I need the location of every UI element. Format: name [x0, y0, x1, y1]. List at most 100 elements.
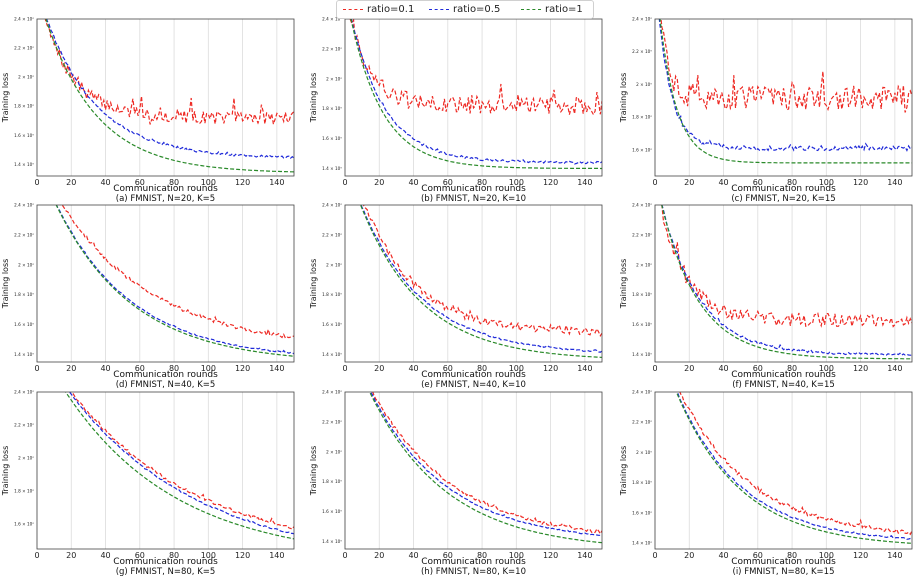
x-tick-label: 140	[269, 364, 284, 373]
y-tick-label: 1.6 × 10⁰	[322, 509, 342, 514]
y-tick-label: 2 × 10⁰	[636, 82, 652, 87]
y-tick-label: 2 × 10⁰	[18, 75, 34, 80]
x-axis-label: Communication rounds	[113, 370, 218, 380]
x-tick-label: 0	[34, 178, 39, 187]
series-line-ratio-1	[45, 19, 294, 173]
x-tick-label: 20	[684, 178, 694, 187]
axes-frame	[36, 391, 295, 550]
series-line-ratio-0-1	[660, 19, 912, 113]
y-tick-label: 2.2 × 10⁰	[632, 420, 652, 425]
x-tick-label: 20	[374, 178, 384, 187]
chart-panel-9: 0 20 40 60 80 100 120 140 1.4 × 10⁰ 1.6 × 10⁰ 1.8 …	[619, 390, 913, 577]
y-tick-label: 1.6 × 10⁰	[632, 510, 652, 515]
x-tick-label: 140	[887, 178, 902, 187]
x-tick-label: 40	[408, 364, 418, 373]
y-axis-label: Training loss	[1, 259, 10, 310]
x-tick-label: 0	[342, 551, 347, 560]
y-tick-label: 1.8 × 10⁰	[14, 489, 34, 494]
series-line-ratio-1	[55, 205, 294, 357]
x-tick-label: 40	[100, 364, 110, 373]
y-tick-label: 2.4 × 10⁰	[632, 17, 652, 22]
x-tick-label: 20	[66, 178, 76, 187]
chart-panel-1: 0 20 40 60 80 100 120 140 1.4 × 10⁰ 1.6 × 10⁰ 1.8 …	[1, 17, 295, 204]
x-tick-label: 100	[201, 178, 216, 187]
y-tick-label: 1.6 × 10⁰	[322, 322, 342, 327]
x-tick-label: 120	[235, 551, 250, 560]
y-tick-label: 1.6 × 10⁰	[14, 522, 34, 527]
series-line-ratio-0-1	[660, 205, 912, 328]
y-axis-label: Training loss	[309, 259, 318, 310]
y-tick-label: 2 × 10⁰	[18, 262, 34, 267]
x-axis-label: Communication rounds	[731, 370, 836, 380]
axes-frame	[344, 204, 603, 363]
y-tick-label: 2.4 × 10⁰	[322, 17, 342, 22]
x-tick-label: 40	[408, 551, 418, 560]
y-tick-label: 1.6 × 10⁰	[14, 133, 34, 138]
series-line-ratio-0-1	[61, 205, 294, 339]
y-tick-label: 1.8 × 10⁰	[632, 480, 652, 485]
y-tick-label: 2.2 × 10⁰	[632, 49, 652, 54]
y-tick-label: 2.2 × 10⁰	[322, 419, 342, 424]
panel-caption: (h) FMNIST, N=80, K=10	[421, 567, 526, 577]
y-tick-label: 2 × 10⁰	[326, 449, 342, 454]
panel-caption: (g) FMNIST, N=80, K=5	[116, 567, 216, 577]
chart-panel-6: 0 20 40 60 80 100 120 140 1.4 × 10⁰ 1.6 × 10⁰ 1.8 …	[619, 203, 913, 390]
y-tick-label: 2 × 10⁰	[326, 76, 342, 81]
x-tick-label: 60	[135, 364, 145, 373]
y-tick-label: 1.6 × 10⁰	[632, 322, 652, 327]
x-axis-label: Communication rounds	[731, 557, 836, 567]
x-tick-label: 60	[135, 551, 145, 560]
y-tick-label: 1.4 × 10⁰	[14, 352, 34, 357]
x-axis-label: Communication rounds	[421, 184, 526, 194]
y-tick-label: 2 × 10⁰	[636, 262, 652, 267]
y-tick-label: 1.8 × 10⁰	[14, 292, 34, 297]
x-tick-label: 100	[819, 178, 834, 187]
x-tick-label: 60	[443, 364, 453, 373]
y-axis-label: Training loss	[1, 73, 10, 124]
x-tick-label: 40	[718, 178, 728, 187]
axes-frame	[36, 204, 295, 363]
x-tick-label: 140	[887, 551, 902, 560]
y-tick-label: 2.4 × 10⁰	[632, 390, 652, 395]
y-tick-label: 1.6 × 10⁰	[322, 136, 342, 141]
y-tick-label: 2.2 × 10⁰	[14, 232, 34, 237]
axes-frame	[654, 18, 913, 177]
x-tick-label: 0	[34, 551, 39, 560]
y-tick-label: 1.4 × 10⁰	[322, 539, 342, 544]
legend-swatch	[343, 9, 363, 10]
x-axis-label: Communication rounds	[113, 184, 218, 194]
x-tick-label: 0	[652, 178, 657, 187]
y-tick-label: 2.4 × 10⁰	[14, 390, 34, 395]
axes-frame	[344, 391, 603, 550]
legend-label: ratio=0.5	[453, 4, 501, 15]
x-tick-label: 0	[342, 364, 347, 373]
axes-frame	[344, 18, 603, 177]
x-tick-label: 140	[577, 178, 592, 187]
series-line-ratio-1	[359, 205, 602, 358]
x-tick-label: 100	[201, 551, 216, 560]
x-tick-label: 80	[787, 178, 797, 187]
legend: ratio=0.1 ratio=0.5 ratio=1	[336, 0, 594, 19]
x-tick-label: 0	[652, 364, 657, 373]
panel-caption: (b) FMNIST, N=20, K=10	[421, 194, 526, 204]
y-tick-label: 1.8 × 10⁰	[322, 479, 342, 484]
series-line-ratio-0-5	[360, 205, 602, 353]
x-tick-label: 20	[684, 364, 694, 373]
x-tick-label: 140	[577, 364, 592, 373]
series-line-ratio-0-1	[372, 392, 602, 535]
legend-label: ratio=1	[545, 4, 583, 15]
y-tick-label: 2.2 × 10⁰	[14, 46, 34, 51]
panel-caption: (f) FMNIST, N=40, K=15	[732, 380, 835, 390]
axes-frame	[654, 204, 913, 363]
series-line-ratio-0-5	[46, 19, 294, 160]
series-line-ratio-0-1	[363, 205, 602, 338]
x-tick-label: 40	[718, 364, 728, 373]
chart-panel-3: 0 20 40 60 80 100 120 140 1.6 × 10⁰ 1.8 × 10⁰ 2 × …	[619, 17, 913, 204]
x-tick-label: 120	[853, 178, 868, 187]
x-tick-label: 120	[543, 551, 558, 560]
y-tick-label: 2.4 × 10⁰	[14, 203, 34, 208]
series-line-ratio-0-5	[68, 392, 294, 535]
y-tick-label: 2.4 × 10⁰	[322, 203, 342, 208]
y-tick-label: 1.4 × 10⁰	[322, 352, 342, 357]
